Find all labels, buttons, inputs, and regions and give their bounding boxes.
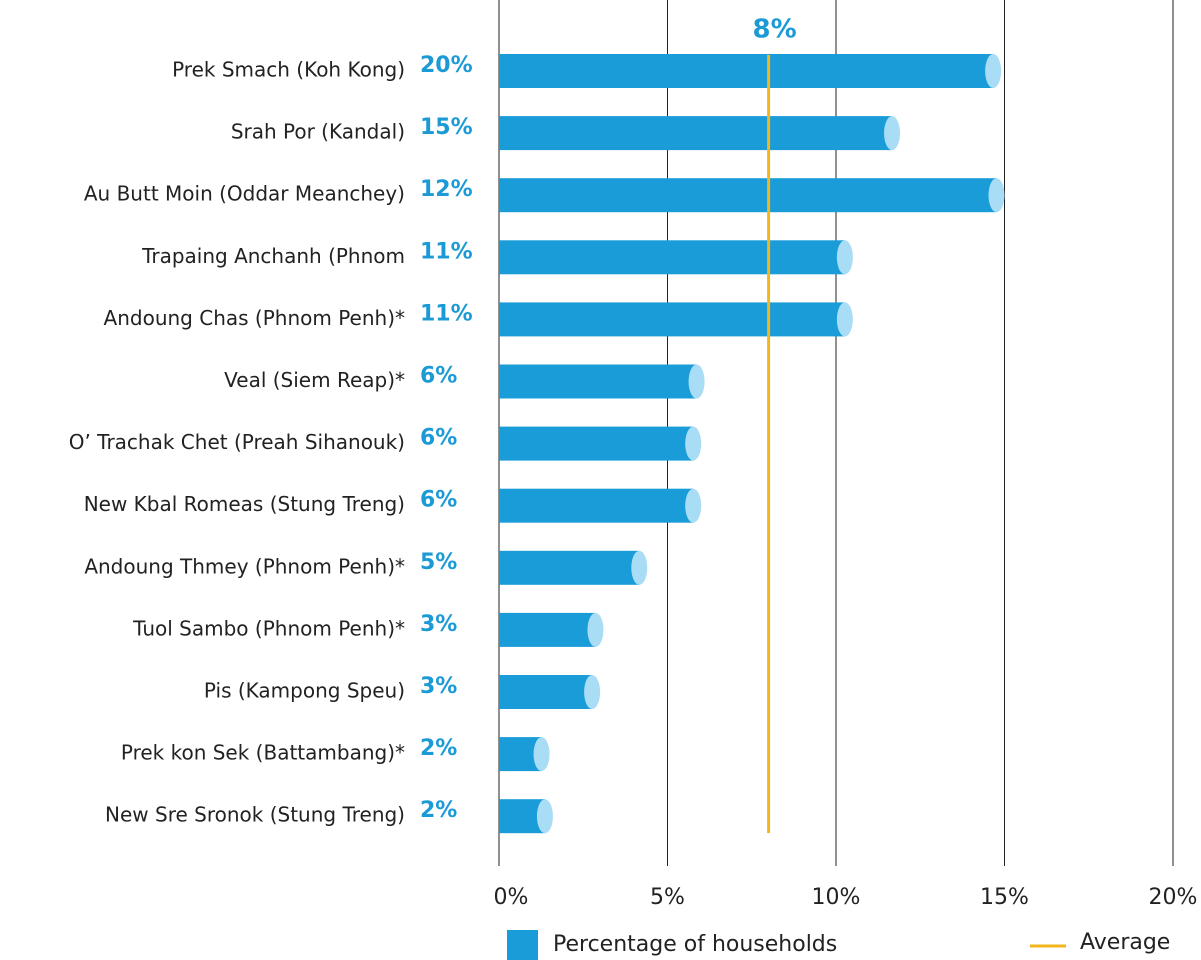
bar-cap [836, 240, 853, 275]
bar-cap [631, 550, 648, 585]
x-tick-label: 15% [980, 885, 1029, 910]
y-tick-label: Pis (Kampong Speu) [204, 679, 405, 703]
x-tick-label: 20% [1149, 885, 1198, 910]
bar-cap [587, 612, 604, 647]
bar-label: 2% [420, 798, 457, 823]
average-label: 8% [753, 15, 797, 45]
bar [499, 302, 845, 337]
bar-label: 6% [420, 426, 457, 451]
bar-cap [685, 488, 702, 523]
bar-cap [536, 799, 553, 834]
bar-label: 15% [420, 115, 473, 140]
bar [499, 426, 694, 461]
bar-label: 20% [420, 53, 473, 78]
bar-label: 6% [420, 488, 457, 513]
y-tick-label: O’ Trachak Chet (Preah Sihanouk) [69, 430, 405, 454]
bar [499, 675, 593, 709]
bar [499, 488, 694, 523]
bar-cap [685, 426, 702, 461]
x-tick-label: 10% [812, 885, 861, 910]
y-tick-label: New Sre Sronok (Stung Treng) [105, 803, 405, 827]
bar-label: 11% [420, 239, 473, 264]
bar-label: 3% [420, 612, 457, 637]
y-tick-label: Andoung Chas (Phnom Penh)* [104, 306, 405, 330]
bar [499, 550, 640, 585]
bar-cap [985, 54, 1002, 88]
x-tick-label: 0% [494, 885, 529, 910]
bar-cap [988, 178, 1005, 213]
x-tick-label: 5% [650, 885, 685, 910]
y-tick-label: Andoung Thmey (Phnom Penh)* [84, 554, 405, 578]
bar [499, 116, 893, 151]
bar-cap [836, 302, 853, 337]
y-tick-label: New Kbal Romeas (Stung Treng) [84, 492, 405, 516]
y-tick-label: Tuol Sambo (Phnom Penh)* [132, 616, 405, 640]
bar [499, 240, 845, 275]
bar-cap [584, 675, 601, 709]
bar-label: 5% [420, 550, 457, 575]
bar [499, 612, 596, 647]
bar [499, 178, 997, 213]
bar-label: 6% [420, 364, 457, 389]
y-tick-label: Prek kon Sek (Battambang)* [121, 741, 405, 765]
bar [499, 364, 697, 399]
y-tick-label: Au Butt Moin (Oddar Meanchey) [84, 182, 405, 206]
bar-label: 3% [420, 674, 457, 699]
legend-label: Percentage of households [553, 932, 837, 957]
y-tick-label: Srah Por (Kandal) [231, 120, 405, 144]
y-tick-label: Prek Smach (Koh Kong) [172, 58, 405, 82]
y-tick-label: Trapaing Anchanh (Phnom [141, 244, 405, 268]
bar-cap [533, 737, 550, 772]
bar [499, 54, 994, 88]
y-tick-label: Veal (Siem Reap)* [224, 368, 405, 392]
legend-swatch [507, 930, 538, 960]
bar-cap [884, 116, 901, 151]
legend-label: Average [1080, 930, 1170, 955]
bar-cap [688, 364, 705, 399]
bar-label: 11% [420, 301, 473, 326]
bar-label: 2% [420, 736, 457, 761]
bar-label: 12% [420, 177, 473, 202]
